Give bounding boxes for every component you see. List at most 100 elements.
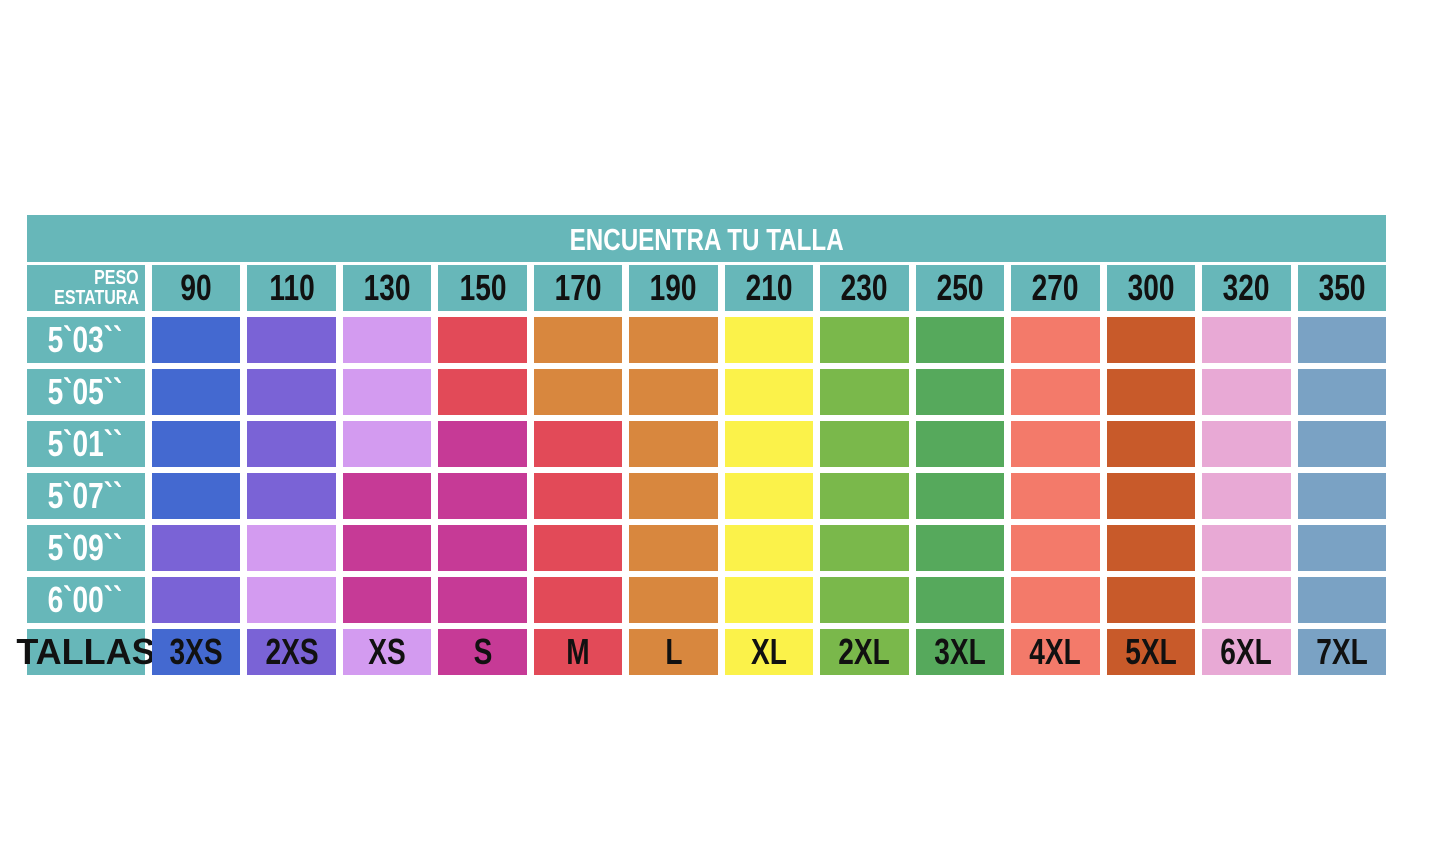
size-chart: ENCUENTRA TU TALLA PESO ESTATURA 90 110 13… [16, 215, 1386, 675]
height-label: 5`05`` [27, 369, 145, 415]
size-cell [724, 317, 814, 363]
weight-header: 90 [152, 265, 241, 311]
weight-header: 230 [820, 265, 909, 311]
weight-header-text: 170 [554, 267, 602, 308]
size-cell [438, 369, 527, 415]
size-cell [1011, 577, 1100, 623]
weight-header: 250 [915, 265, 1005, 311]
weight-header-text: 270 [1031, 267, 1079, 308]
size-cell [1106, 525, 1196, 571]
size-cell [629, 525, 718, 571]
size-label-text: XS [368, 631, 406, 672]
size-cell [724, 473, 814, 519]
size-cell [533, 577, 623, 623]
size-cell [820, 473, 909, 519]
size-cell [1106, 317, 1196, 363]
size-cell [915, 369, 1005, 415]
weight-header: 300 [1106, 265, 1196, 311]
size-cell [342, 317, 432, 363]
size-cell [724, 421, 814, 467]
size-cell [724, 577, 814, 623]
weight-header: 350 [1297, 265, 1386, 311]
weight-header-text: 130 [363, 267, 411, 308]
size-cell [1202, 421, 1291, 467]
size-label: 5XL [1106, 629, 1196, 675]
size-cell [247, 577, 336, 623]
size-label-text: L [664, 631, 683, 672]
size-cell [152, 421, 241, 467]
size-cell [1011, 525, 1100, 571]
height-label: 5`07`` [27, 473, 145, 519]
size-cell [247, 473, 336, 519]
size-label-text: 4XL [1029, 631, 1082, 672]
weight-header-text: 210 [745, 267, 793, 308]
weight-header: 210 [724, 265, 814, 311]
size-cell [1011, 473, 1100, 519]
size-label: 4XL [1011, 629, 1100, 675]
size-cell [533, 421, 623, 467]
weight-header-text: 150 [459, 267, 507, 308]
size-cell [342, 525, 432, 571]
size-label-text: 3XS [169, 631, 223, 672]
size-cell [1106, 369, 1196, 415]
weight-header-text: 250 [936, 267, 984, 308]
size-cell [915, 577, 1005, 623]
size-cell [629, 317, 718, 363]
weight-header: 270 [1011, 265, 1100, 311]
size-cell [1297, 369, 1386, 415]
weight-header: 190 [629, 265, 718, 311]
size-cell [342, 577, 432, 623]
weight-header-text: 320 [1222, 267, 1270, 308]
size-cell [1202, 577, 1291, 623]
size-cell [533, 369, 623, 415]
size-grid: PESO ESTATURA 90 110 130 150 170 190 210 230 250… [16, 265, 1386, 675]
size-cell [820, 577, 909, 623]
size-cell [1297, 577, 1386, 623]
size-cell [1297, 473, 1386, 519]
size-label: 2XS [247, 629, 336, 675]
size-cell [247, 525, 336, 571]
size-cell [1297, 421, 1386, 467]
size-cell [724, 369, 814, 415]
weight-header-text: 90 [180, 267, 212, 308]
size-cell [533, 317, 623, 363]
size-label-text: 7XL [1316, 631, 1368, 672]
size-label-text: 5XL [1125, 631, 1177, 672]
weight-header: 170 [533, 265, 623, 311]
size-cell [1106, 473, 1196, 519]
size-label-text: M [566, 631, 590, 672]
size-cell [1011, 369, 1100, 415]
sizes-label: TALLAS [16, 629, 156, 675]
size-label-text: S [473, 631, 492, 672]
size-cell [1297, 525, 1386, 571]
size-label: 2XL [820, 629, 909, 675]
size-label: 3XL [915, 629, 1005, 675]
size-cell [533, 525, 623, 571]
size-cell [629, 577, 718, 623]
height-axis-label: ESTATURA [54, 287, 139, 309]
weight-header: 130 [342, 265, 432, 311]
size-cell [247, 317, 336, 363]
size-cell [1011, 317, 1100, 363]
height-label: 5`01`` [27, 421, 145, 467]
weight-header-text: 230 [841, 267, 888, 308]
chart-title: ENCUENTRA TU TALLA [27, 215, 1386, 262]
size-cell [1011, 421, 1100, 467]
size-cell [820, 525, 909, 571]
corner-header: PESO ESTATURA [27, 265, 145, 311]
size-cell [247, 369, 336, 415]
chart-title-text: ENCUENTRA TU TALLA [569, 222, 844, 257]
size-cell [342, 473, 432, 519]
size-cell [724, 525, 814, 571]
height-label: 5`09`` [27, 525, 145, 571]
weight-header-text: 350 [1318, 267, 1366, 308]
size-cell [438, 317, 527, 363]
size-cell [152, 525, 241, 571]
size-cell [1106, 421, 1196, 467]
size-cell [438, 577, 527, 623]
size-cell [438, 525, 527, 571]
size-cell [629, 421, 718, 467]
weight-header: 150 [438, 265, 527, 311]
height-label-text: 5`01`` [47, 423, 123, 464]
size-label-text: XL [751, 631, 787, 672]
